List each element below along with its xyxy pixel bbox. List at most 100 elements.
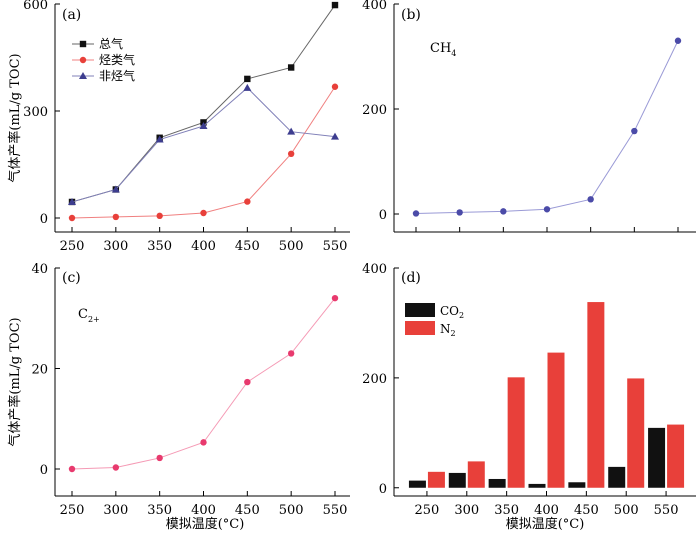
panel-c-ytick-label: 20 [31,363,48,378]
panel-d-bar-n2 [587,302,605,488]
panel-d-letter: (d) [401,270,421,286]
panel-c-series-0-point [112,464,120,471]
panel-a-ytick-label: 600 [23,0,48,13]
legend-swatch-marker [79,40,87,48]
panel-a-series-2-point [287,127,296,135]
panel-a-series-2-point [243,83,252,91]
legend-swatch-marker [79,72,87,79]
panel-c-series-0-point [331,294,339,302]
panel-c-annotation-sub: 2+ [88,315,100,324]
panel-d-ytick-label: 0 [379,482,387,497]
panel-a-xtick-label: 550 [323,239,348,254]
legend-label: CO2 [440,304,464,320]
panel-a-series-1-point [200,209,207,217]
panel-d-ytick-label: 200 [362,372,387,387]
panel-a-series-2-line [71,87,336,203]
panel-a-series-1-point [331,83,339,90]
panel-c-series-0-point [244,378,251,386]
panel-d-bar-n2 [427,471,445,488]
panel-a-series-2-point [331,132,339,140]
panel-c-series-0-point [200,439,207,446]
panel-a-series-1-line [71,86,336,219]
panel-d-bar-co2 [448,472,466,488]
panel-d-xtick-label: 350 [494,503,519,518]
panel-a-xtick-label: 450 [235,239,260,254]
panel-b-series-0-point [543,206,551,213]
panel-c-letter: (c) [62,270,81,286]
panel-a-series-2-point [111,185,120,193]
panel-a-xtick-label: 500 [279,239,304,254]
panel-c-series-0-point [156,454,163,462]
panel-a-series-1-point [68,214,76,222]
panel-b-series-0-point [456,209,463,216]
panel-b-series-0-line [415,40,679,214]
panel-b-ytick-label: 400 [362,0,387,13]
panel-b-ytick-label: 0 [379,208,387,223]
panel-a-series-2-point [68,197,76,205]
panel-b: (b) CH4 0 200 400 [362,0,696,233]
panel-c-annotation: C2+ [78,307,100,324]
panel-a-ytick-label: 0 [40,212,48,227]
panel-a-ytick-label: 300 [23,105,48,120]
panel-d-xtick-label: 500 [614,503,639,518]
panel-b-series-0-point [587,196,594,203]
legend-label: 总气 [99,36,123,51]
panel-a-series-0-point [244,75,251,83]
panel-b-letter: (b) [401,7,421,23]
panel-c-xtick-label: 550 [323,503,348,518]
panel-c-series-0-point [287,350,295,357]
panel-d-ytick-label: 400 [362,262,387,277]
panel-a-series-0-point [331,1,339,9]
panel-d-bar-co2 [648,427,666,488]
panel-b-annotation-main: CH [430,41,451,56]
panel-c-xtick-label: 350 [147,503,172,518]
panel-d-bar-co2 [488,478,506,488]
panel-a-series-1-point [244,198,251,205]
panel-d-bar-n2 [627,378,645,488]
x-axis-title-left: 模拟温度(°C) [166,516,245,532]
legend-swatch [405,321,435,335]
panel-c-xtick-label: 450 [235,503,260,518]
panel-a-series-0-line [71,4,336,203]
panel-a-series-2-point [155,135,164,143]
panel-a-series-1-point [156,212,163,220]
panel-a-xtick-label: 250 [60,239,85,254]
panel-a-xtick-label: 400 [191,239,216,254]
panel-c-xtick-label: 250 [60,503,85,518]
panel-d-xtick-label: 550 [654,503,679,518]
panel-a: (a) 0 300 600 250 300 350 400 450 500 550 总气烃类气非… [23,0,350,254]
legend-label: N2 [440,322,456,338]
panel-d-xtick-label: 400 [534,503,559,518]
panel-c-ytick-label: 0 [40,463,48,478]
panel-d-bar-n2 [507,377,525,488]
panel-a-series-1-point [112,213,120,221]
panel-d-bar-co2 [528,483,546,488]
panel-d-bar-n2 [467,461,485,488]
legend-label: 烃类气 [99,52,135,67]
panel-c-annotation-main: C [78,307,88,322]
panel-d-bar-co2 [408,480,426,488]
panel-c-xtick-label: 400 [191,503,216,518]
panel-a-series-2-point [199,121,208,129]
panel-d-xtick-label: 250 [415,503,440,518]
panel-d-bar-co2 [608,466,626,488]
panel-a-series-1-point [287,150,295,157]
y-axis-title-top: 气体产率(mL/g TOC) [7,53,23,182]
panel-d-xtick-label: 450 [574,503,599,518]
panel-d-bar-n2 [547,352,565,488]
panel-c: (c) C2+ 0 20 40 250 300 350 400 450 500 550 [31,262,350,518]
legend-label: 非烃气 [99,68,135,83]
panel-a-xtick-label: 300 [103,239,128,254]
y-axis-title-bottom: 气体产率(mL/g TOC) [7,317,23,446]
panel-b-series-0-point [674,37,682,44]
panel-c-xtick-label: 300 [103,503,128,518]
panel-b-series-0-point [500,208,507,215]
panel-c-series-0-point [68,465,76,473]
legend-swatch-marker [79,56,87,64]
panel-c-xtick-label: 500 [279,503,304,518]
panel-d-bar-n2 [667,424,685,488]
panel-a-xtick-label: 350 [147,239,172,254]
